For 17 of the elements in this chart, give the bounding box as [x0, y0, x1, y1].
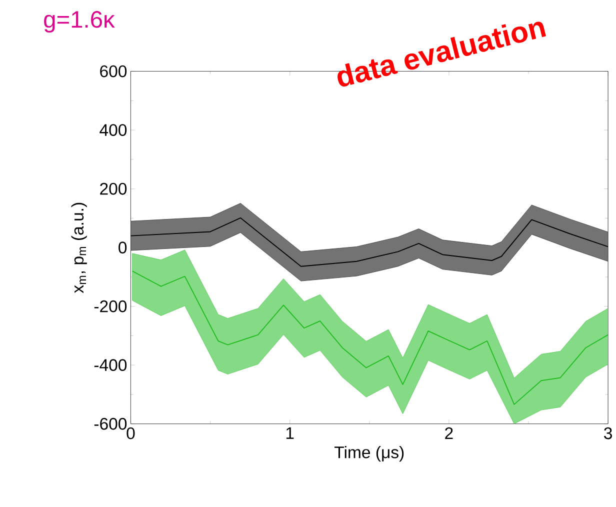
- y-tick-label: 200: [100, 182, 127, 195]
- y-tick-label: -200: [94, 300, 127, 312]
- x-axis-title: Time (μs): [334, 446, 404, 462]
- x-tick-label: 2: [445, 427, 453, 440]
- y-axis-title: x$_{m}$, p$_{m}$ (a.u.): [71, 202, 87, 294]
- annotation: data evaluation: [338, 22, 546, 87]
- y-tick-label: 400: [100, 124, 127, 136]
- chart-title: g=1.6κ: [44, 11, 115, 33]
- x-tick-label: 0: [126, 427, 135, 440]
- line-series: [130, 217, 608, 267]
- line-series: [132, 270, 608, 405]
- x-tick-label: 1: [286, 427, 294, 439]
- x-tick-label: 3: [604, 427, 612, 440]
- y-tick-label: -400: [94, 359, 127, 372]
- y-tick-label: -600: [94, 418, 127, 430]
- y-tick-label: 600: [100, 65, 127, 78]
- y-tick-label: 0: [118, 242, 127, 254]
